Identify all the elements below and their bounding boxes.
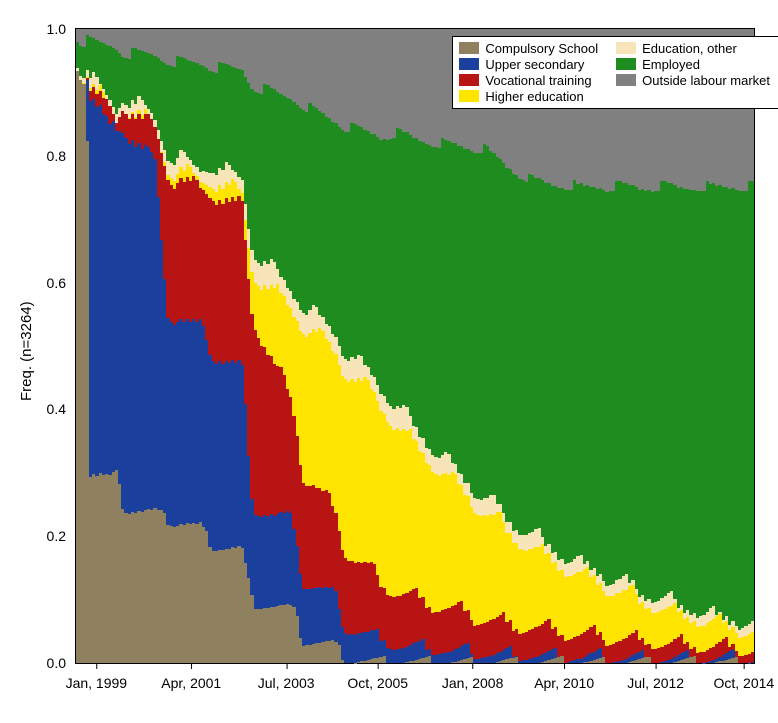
y-tick: 0.6	[47, 275, 76, 291]
legend: Compulsory SchoolUpper secondaryVocation…	[452, 36, 778, 109]
x-tick-label: Apr, 2001	[161, 675, 221, 691]
series-segment-higher_ed	[751, 632, 755, 653]
x-tick-label: Jan, 2008	[442, 675, 504, 691]
x-tick: Jul, 2003	[258, 663, 315, 691]
y-tick: 0.4	[47, 401, 76, 417]
y-tick-label: 1.0	[47, 21, 76, 37]
y-tick: 0.8	[47, 148, 76, 164]
y-tick: 1.0	[47, 21, 76, 37]
x-tick: Jan, 2008	[442, 663, 504, 691]
legend-label: Upper secondary	[485, 57, 584, 72]
y-tick-label: 0.4	[47, 401, 76, 417]
series-segment-vocational	[751, 652, 755, 662]
legend-label: Employed	[642, 57, 700, 72]
y-tick-label: 0.8	[47, 148, 76, 164]
legend-item: Employed	[616, 57, 770, 72]
y-tick-label: 0.6	[47, 275, 76, 291]
y-tick: 0.2	[47, 528, 76, 544]
stacked-area-chart: 0.00.20.40.60.81.0Jan, 1999Apr, 2001Jul,…	[0, 0, 778, 723]
legend-swatch	[616, 74, 636, 86]
y-tick-label: 0.2	[47, 528, 76, 544]
series-segment-employed	[751, 180, 755, 621]
plot-area: 0.00.20.40.60.81.0Jan, 1999Apr, 2001Jul,…	[75, 28, 755, 664]
x-tick-label: Oct, 2005	[347, 675, 408, 691]
x-tick: Jan, 1999	[66, 663, 128, 691]
legend-label: Outside labour market	[642, 73, 770, 88]
legend-swatch	[459, 58, 479, 70]
series-segment-edu_other	[751, 621, 755, 632]
legend-item: Compulsory School	[459, 41, 598, 56]
legend-item: Education, other	[616, 41, 770, 56]
legend-item: Vocational training	[459, 73, 598, 88]
y-axis-label: Freq. (n=3264)	[18, 301, 35, 401]
x-tick: Oct, 2014	[713, 663, 774, 691]
legend-label: Higher education	[485, 89, 583, 104]
x-tick: Apr, 2010	[534, 663, 594, 691]
x-tick-label: Jul, 2003	[258, 675, 315, 691]
legend-item: Higher education	[459, 89, 598, 104]
x-tick-label: Jul, 2012	[627, 675, 684, 691]
legend-swatch	[459, 74, 479, 86]
x-tick: Jul, 2012	[627, 663, 684, 691]
legend-item: Upper secondary	[459, 57, 598, 72]
legend-item: Outside labour market	[616, 73, 770, 88]
legend-swatch	[616, 58, 636, 70]
legend-column: Compulsory SchoolUpper secondaryVocation…	[459, 41, 598, 104]
x-tick-label: Apr, 2010	[534, 675, 594, 691]
x-tick: Oct, 2005	[347, 663, 408, 691]
series-column	[751, 29, 755, 663]
legend-label: Education, other	[642, 41, 737, 56]
legend-swatch	[616, 42, 636, 54]
legend-swatch	[459, 90, 479, 102]
legend-swatch	[459, 42, 479, 54]
x-tick-label: Oct, 2014	[713, 675, 774, 691]
x-tick-label: Jan, 1999	[66, 675, 128, 691]
x-tick: Apr, 2001	[161, 663, 221, 691]
legend-label: Vocational training	[485, 73, 591, 88]
legend-label: Compulsory School	[485, 41, 598, 56]
legend-column: Education, otherEmployedOutside labour m…	[616, 41, 770, 104]
